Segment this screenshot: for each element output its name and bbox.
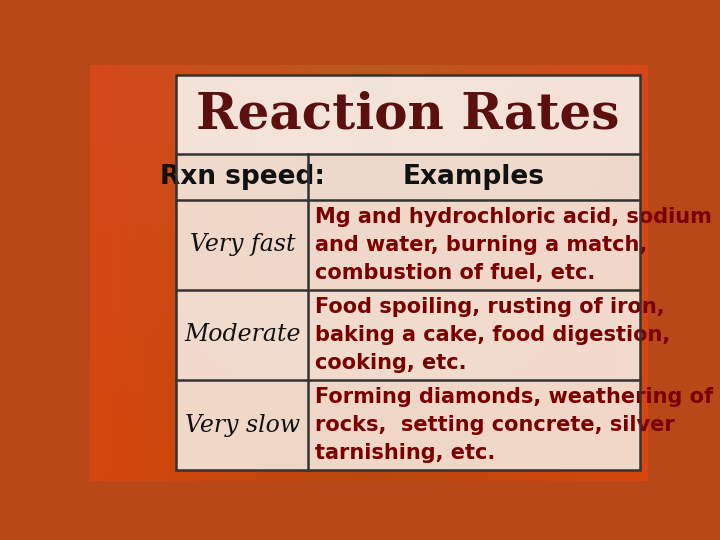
Bar xyxy=(176,75,639,154)
Text: Reaction Rates: Reaction Rates xyxy=(197,90,620,139)
Text: Forming diamonds, weathering of
rocks,  setting concrete, silver
tarnishing, etc: Forming diamonds, weathering of rocks, s… xyxy=(315,387,714,463)
Text: Very slow: Very slow xyxy=(185,414,300,437)
Bar xyxy=(176,75,639,470)
Bar xyxy=(176,290,639,380)
Text: Food spoiling, rusting of iron,
baking a cake, food digestion,
cooking, etc.: Food spoiling, rusting of iron, baking a… xyxy=(315,297,670,373)
Bar xyxy=(176,75,639,470)
Bar xyxy=(176,154,639,200)
Text: Very fast: Very fast xyxy=(190,233,295,256)
Bar xyxy=(176,380,639,470)
Text: Examples: Examples xyxy=(403,164,545,190)
Text: Rxn speed:: Rxn speed: xyxy=(160,164,325,190)
Bar xyxy=(176,200,639,290)
Text: Mg and hydrochloric acid, sodium
and water, burning a match,
combustion of fuel,: Mg and hydrochloric acid, sodium and wat… xyxy=(315,207,712,283)
Text: Moderate: Moderate xyxy=(184,323,301,347)
